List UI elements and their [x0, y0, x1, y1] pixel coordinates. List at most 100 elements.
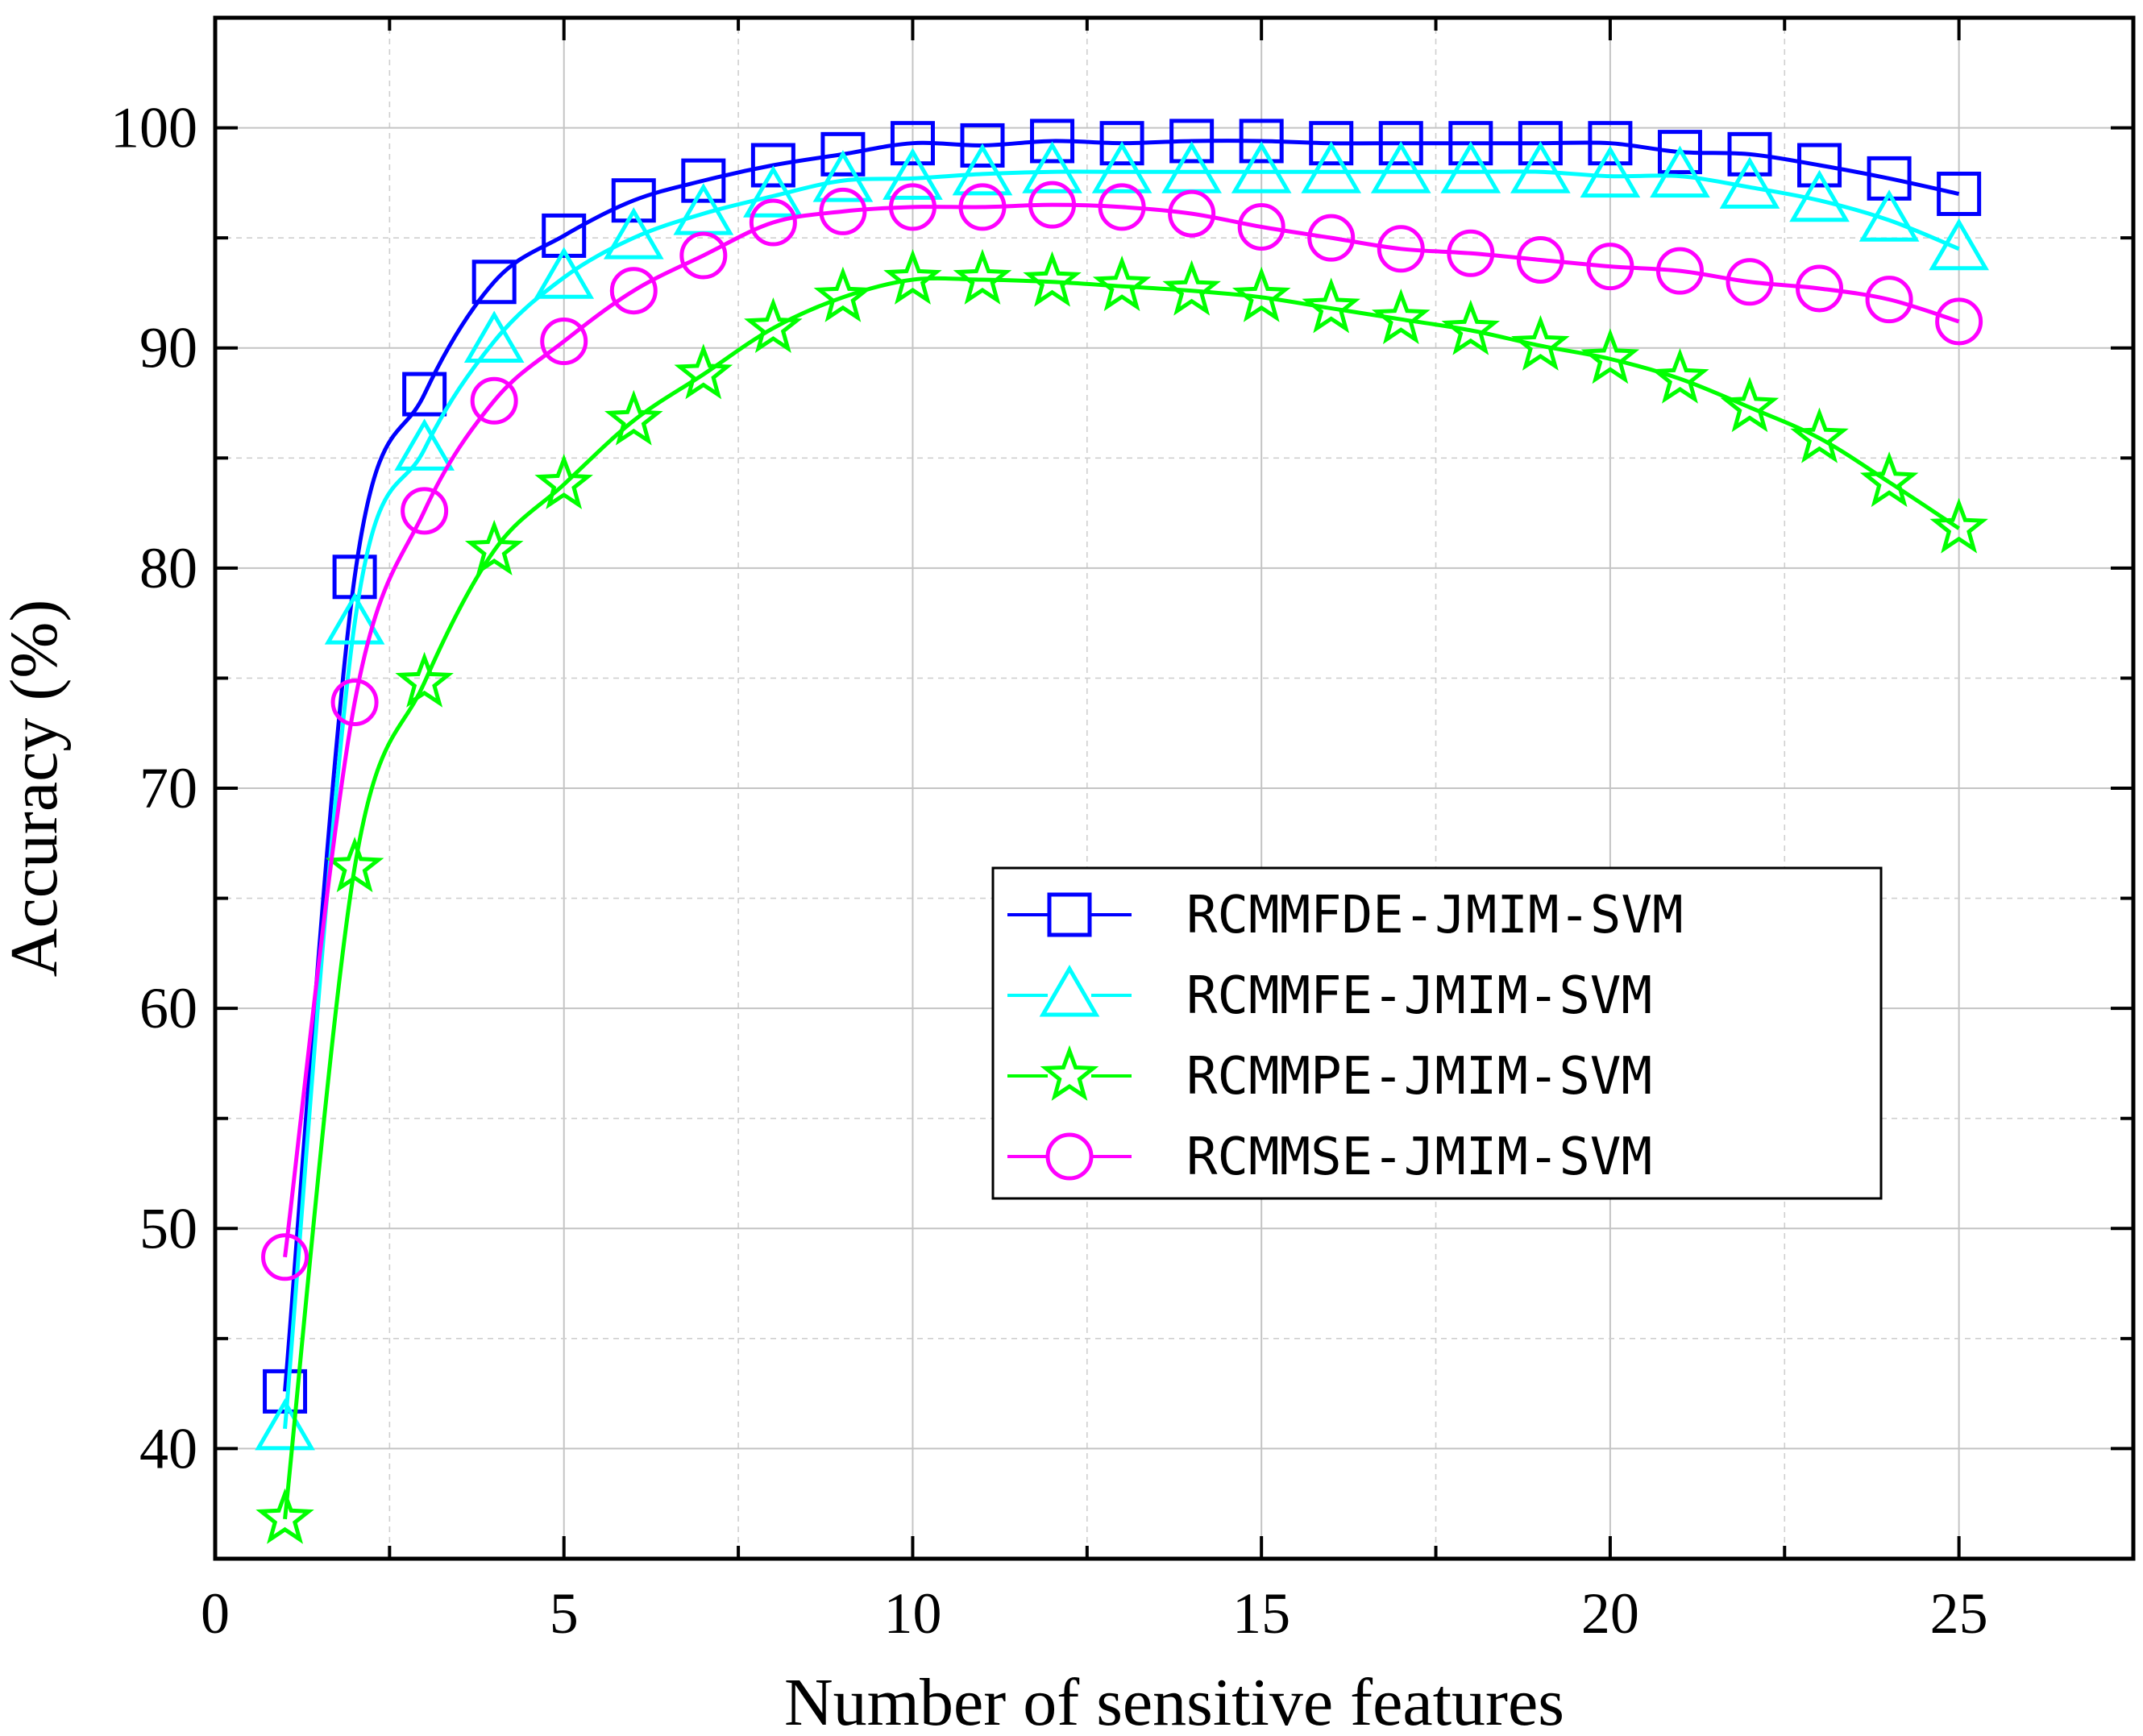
- data-point-triangle: [603, 207, 664, 260]
- data-point-circle: [1586, 243, 1634, 291]
- data-point-triangle: [324, 592, 385, 645]
- data-point-triangle: [883, 147, 943, 200]
- data-point-triangle: [1370, 141, 1431, 193]
- data-point-circle: [888, 183, 937, 231]
- data-point-circle: [1237, 202, 1285, 251]
- data-point-star: [1511, 314, 1570, 371]
- data-point-circle: [1098, 183, 1146, 231]
- data-point-star: [604, 389, 663, 446]
- x-tick-label: 5: [550, 1581, 579, 1646]
- legend-item: RCMMSE-JMIM-SVM: [1007, 1128, 1652, 1187]
- data-point-square: [890, 121, 935, 166]
- data-point-star: [1092, 255, 1152, 312]
- data-point-square: [681, 158, 726, 203]
- x-tick-label: 15: [1232, 1581, 1290, 1646]
- x-tick-label: 0: [201, 1581, 230, 1646]
- data-point-circle: [1028, 181, 1077, 229]
- legend-item: RCMMPE-JMIM-SVM: [1007, 1045, 1652, 1107]
- data-point-star: [1441, 299, 1501, 355]
- data-point-star: [1162, 260, 1221, 316]
- legend-marker-square: [1047, 892, 1092, 937]
- legend-line-gap: [1048, 889, 1091, 941]
- data-point-star: [255, 1488, 314, 1544]
- x-tick-label: 20: [1581, 1581, 1639, 1646]
- data-point-star: [1302, 277, 1360, 334]
- legend-label: RCMMPE-JMIM-SVM: [1186, 1047, 1652, 1107]
- data-point-triangle: [812, 150, 874, 202]
- data-point-circle: [1516, 235, 1564, 284]
- data-point-triangle: [1022, 141, 1082, 193]
- data-point-star: [1023, 251, 1082, 307]
- data-point-triangle: [1719, 156, 1780, 209]
- series-line: [283, 202, 1960, 1258]
- series-line: [283, 169, 1960, 1430]
- data-point-triangle: [952, 143, 1013, 196]
- data-point-star: [534, 453, 593, 509]
- series-triangle: [255, 141, 1989, 1451]
- data-point-square: [960, 123, 1005, 168]
- data-point-circle: [1726, 258, 1774, 306]
- data-point-triangle: [1789, 169, 1850, 222]
- grid-lines: [215, 18, 2133, 1559]
- data-point-square: [1937, 172, 1982, 217]
- data-point-star: [953, 248, 1012, 305]
- data-point-circle: [958, 183, 1007, 231]
- data-point-star: [395, 651, 454, 708]
- data-point-triangle: [1580, 145, 1641, 198]
- legend: RCMMFDE-JMIM-SVM RCMMFE-JMIM-SVM RCMMPE-JM…: [991, 866, 1883, 1200]
- data-point-triangle: [255, 1398, 315, 1451]
- legend-marker-triangle: [1039, 965, 1100, 1017]
- data-point-circle: [1307, 214, 1356, 262]
- series-circle: [261, 181, 1983, 1281]
- data-point-star: [1580, 328, 1640, 384]
- data-point-star: [744, 297, 803, 354]
- series-line: [283, 139, 1960, 1392]
- data-point-triangle: [1929, 218, 1989, 271]
- data-point-circle: [1447, 229, 1495, 277]
- data-point-star: [1790, 407, 1849, 463]
- data-point-triangle: [1859, 189, 1920, 242]
- data-point-square: [1169, 118, 1215, 164]
- data-point-star: [1371, 289, 1431, 345]
- data-point-triangle: [1650, 145, 1710, 198]
- data-point-triangle: [743, 165, 804, 218]
- data-point-star: [464, 519, 524, 575]
- data-point-square: [471, 260, 517, 305]
- axes-frame: 0 5 10 15 20 25 40 50 60 70 80 90 100: [110, 15, 2136, 1646]
- data-point-triangle: [1301, 141, 1362, 193]
- data-point-circle: [401, 487, 449, 535]
- x-tick-label: 25: [1930, 1581, 1988, 1646]
- data-point-star: [1651, 347, 1709, 404]
- data-point-square: [1657, 130, 1702, 175]
- y-axis-title: Accuracy (%): [0, 600, 72, 978]
- x-tick-label: 10: [883, 1581, 941, 1646]
- legend-marker-circle: [1045, 1132, 1094, 1181]
- data-point-star: [674, 343, 733, 400]
- data-point-star: [1929, 497, 1988, 554]
- legend-item: RCMMFDE-JMIM-SVM: [1007, 886, 1684, 945]
- data-point-circle: [819, 187, 867, 235]
- data-point-square: [1378, 121, 1423, 166]
- series-square: [263, 118, 1982, 1414]
- data-point-triangle: [1510, 141, 1571, 193]
- data-point-square: [1727, 131, 1772, 177]
- data-point-circle: [1655, 247, 1704, 295]
- data-point-star: [813, 266, 873, 322]
- data-point-square: [1030, 118, 1075, 164]
- legend-label: RCMMSE-JMIM-SVM: [1186, 1128, 1652, 1187]
- data-point-triangle: [1231, 141, 1292, 193]
- y-tick-label: 50: [139, 1196, 197, 1260]
- data-point-square: [542, 213, 587, 258]
- data-point-square: [1588, 121, 1633, 166]
- x-axis-title: Number of sensitive features: [784, 1665, 1564, 1736]
- y-tick-label: 60: [139, 976, 197, 1040]
- data-point-triangle: [534, 247, 595, 299]
- data-point-circle: [1865, 276, 1913, 324]
- y-tick-label: 90: [139, 316, 197, 380]
- y-tick-label: 80: [139, 536, 197, 600]
- data-point-circle: [1935, 297, 1983, 346]
- data-point-square: [611, 178, 656, 223]
- legend-label: RCMMFDE-JMIM-SVM: [1186, 886, 1684, 945]
- data-point-square: [1099, 121, 1144, 166]
